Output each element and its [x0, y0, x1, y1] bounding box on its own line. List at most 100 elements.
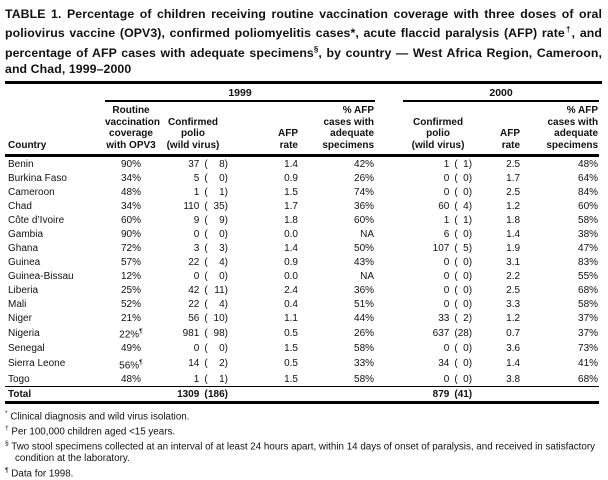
cell-pct-afp-specimens-1999: 36%	[354, 284, 375, 296]
cell-pct-afp-specimens-1999: 36%	[354, 200, 375, 212]
cell-confirmed-polio-1999: 5(0)	[193, 172, 228, 184]
cell-pct-afp-specimens-1999: 51%	[354, 298, 375, 310]
cell-opv3-coverage-1999: 52%	[120, 298, 141, 310]
cell-opv3-coverage-1999: 48%	[120, 186, 141, 198]
cell-gap	[375, 325, 403, 341]
cell-opv3-coverage-1999: 34%	[120, 172, 141, 184]
cell-country: Ghana	[8, 242, 39, 254]
year-group-1999: 1999	[105, 84, 376, 102]
cell-confirmed-polio-2000: 60(4)	[438, 200, 473, 212]
cell-opv3-coverage-1999	[105, 386, 157, 405]
cell-pct-afp-specimens-2000: 55%	[578, 270, 599, 282]
cell-gap	[375, 156, 403, 172]
country-row: Burkina Faso 34% 5(0) 0.9 26% 0(0) 1.7 64%	[5, 171, 599, 185]
cell-country: Burkina Faso	[8, 172, 67, 184]
cell-afp-rate-1999: 1.5	[284, 186, 298, 198]
cell-country: Togo	[8, 373, 30, 385]
cell-afp-rate-1999: 2.4	[284, 284, 298, 296]
cell-afp-rate-1999: 1.4	[284, 242, 298, 254]
cell-afp-rate-1999: 1.5	[284, 343, 298, 355]
cell-country: Niger	[8, 312, 32, 324]
cell-confirmed-polio-1999: 981(98)	[182, 328, 228, 340]
cell-afp-rate-2000: 2.2	[506, 270, 521, 282]
cell-country: Côte d’Ivoire	[8, 214, 65, 226]
title-text: , and percentage of AFP cases with adequ…	[5, 26, 602, 60]
cell-confirmed-polio-1999: 1309 (186)	[157, 386, 229, 405]
cell-afp-rate-1999: 0.0	[284, 228, 298, 240]
footnote-marker: †	[5, 425, 9, 432]
cell-confirmed-polio-2000: 107(5)	[432, 242, 473, 254]
cell-confirmed-polio-1999: 0(0)	[193, 228, 228, 240]
cell-afp-rate-2000: 1.8	[506, 214, 521, 226]
cell-confirmed-polio-1999: 14(2)	[188, 358, 228, 370]
cell-gap	[375, 386, 404, 405]
col-header-opv3-1999: Routine vaccination coverage with OPV3	[105, 101, 160, 158]
cell-confirmed-polio-2000: 637 (28)	[432, 328, 473, 340]
country-row: Ghana 72% 3(3) 1.4 50% 107(5) 1.9 47%	[5, 241, 599, 255]
cell-gap	[375, 241, 403, 255]
cell-pct-afp-specimens-1999: 26%	[354, 328, 375, 340]
cell-afp-rate-2000: 1.7	[506, 172, 521, 184]
country-row: Mali 52% 22(4) 0.4 51% 0(0) 3.3 58%	[5, 297, 599, 311]
cell-country: Nigeria	[8, 328, 40, 340]
cell-confirmed-polio-2000: 1(1)	[443, 214, 473, 226]
cell-pct-afp-specimens-1999	[299, 386, 376, 405]
cell-opv3-coverage-1999: 12%	[120, 270, 141, 282]
column-header-row: Country Routine vaccination coverage wit…	[5, 101, 600, 158]
cell-afp-rate-1999: 1.5	[284, 373, 298, 385]
cell-pct-afp-specimens-2000: 83%	[578, 256, 599, 268]
group-gap	[375, 84, 403, 101]
cell-country: Cameroon	[8, 186, 55, 198]
cell-pct-afp-specimens-2000: 58%	[578, 214, 599, 226]
cell-pct-afp-specimens-2000: 38%	[578, 228, 599, 240]
cell-pct-afp-specimens-2000: 68%	[578, 373, 599, 385]
col-header-afp-rate-2000: AFP rate	[473, 101, 522, 158]
cell-confirmed-polio-2000: 33(2)	[438, 312, 473, 324]
cell-confirmed-polio-2000: 34(0)	[438, 358, 473, 370]
cell-gap	[375, 342, 403, 356]
cell-opv3-coverage-1999: 48%	[120, 373, 141, 385]
title-footnote-marker: §	[313, 44, 319, 54]
cell-confirmed-polio-2000: 0(0)	[443, 343, 473, 355]
col-header-country: Country	[5, 101, 105, 158]
cell-afp-rate-2000: 1.2	[506, 312, 521, 324]
vaccination-coverage-table: 1999 2000 Country Routine vaccination co…	[5, 84, 600, 405]
footnote: † Per 100,000 children aged <15 years.	[5, 425, 176, 438]
cell-country: Liberia	[8, 284, 39, 296]
cell-pct-afp-specimens-1999: 50%	[354, 242, 375, 254]
cell-opv3-coverage-1999: 56%¶	[119, 358, 143, 372]
cell-confirmed-polio-1999: 56(10)	[188, 312, 228, 324]
cell-confirmed-polio-1999: 1(1)	[193, 373, 228, 385]
footnote-marker: ¶	[139, 358, 143, 366]
cell-afp-rate-2000: 3.1	[506, 256, 521, 268]
cell-confirmed-polio-2000: 6(0)	[443, 228, 473, 240]
cell-gap	[375, 171, 403, 185]
cell-confirmed-polio-1999: 22(4)	[188, 256, 228, 268]
cell-afp-rate-2000: 3.8	[506, 373, 521, 385]
cell-pct-afp-specimens-1999: 44%	[354, 312, 375, 324]
footnote: * Clinical diagnosis and wild virus isol…	[5, 410, 190, 423]
cell-pct-afp-specimens-1999: 58%	[354, 373, 375, 385]
cell-pct-afp-specimens-2000	[521, 386, 600, 405]
footnotes: * Clinical diagnosis and wild virus isol…	[5, 408, 602, 480]
cell-afp-rate-1999: 0.5	[284, 358, 298, 370]
cell-pct-afp-specimens-2000: 73%	[578, 343, 599, 355]
header-gap	[375, 101, 404, 158]
country-row: Cameroon 48% 1(1) 1.5 74% 0(0) 2.5 84%	[5, 185, 599, 199]
cell-opv3-coverage-1999: 21%	[120, 312, 141, 324]
country-row: Guinea-Bissau 12% 0(0) 0.0 NA 0(0) 2.2 55%	[5, 269, 599, 283]
cell-afp-rate-2000: 1.9	[506, 242, 521, 254]
cell-pct-afp-specimens-2000: 48%	[578, 158, 599, 170]
cell-pct-afp-specimens-2000: 58%	[578, 298, 599, 310]
cell-confirmed-polio-1999: 0(0)	[193, 270, 228, 282]
year-group-2000: 2000	[403, 84, 600, 102]
cell-country: Chad	[8, 200, 32, 212]
cell-confirmed-polio-1999: 42(11)	[188, 284, 228, 296]
cell-afp-rate-2000: 2.5	[506, 158, 521, 170]
country-row: Gambia 90% 0(0) 0.0 NA 6(0) 1.4 38%	[5, 227, 599, 241]
year-label-2000: 2000	[489, 87, 513, 99]
cell-afp-rate-1999: 0.5	[284, 328, 298, 340]
cell-confirmed-polio-2000: 0(0)	[443, 284, 473, 296]
cell-confirmed-polio-2000: 0(0)	[443, 172, 473, 184]
cell-gap	[375, 283, 403, 297]
